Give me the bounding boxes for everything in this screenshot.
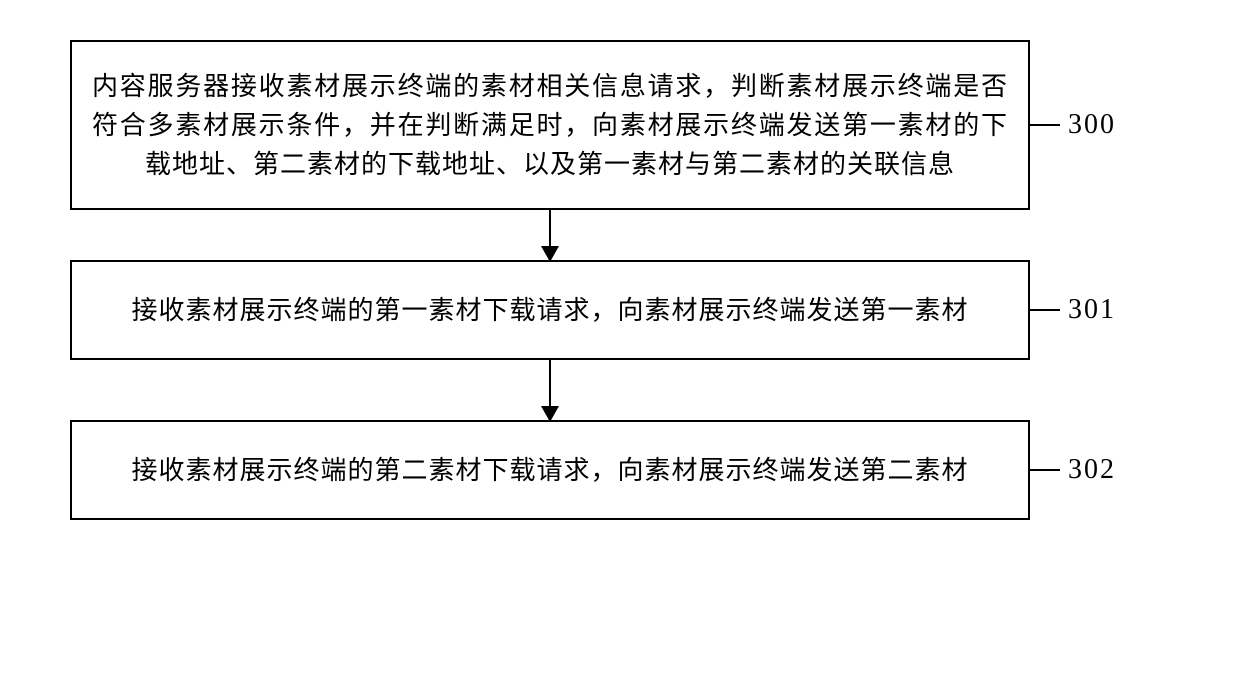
flow-step-text: 内容服务器接收素材展示终端的素材相关信息请求，判断素材展示终端是否符合多素材展示… xyxy=(92,67,1008,184)
step-label-group: 302 xyxy=(1030,454,1116,486)
flow-step-302: 接收素材展示终端的第二素材下载请求，向素材展示终端发送第二素材 xyxy=(70,420,1030,520)
flowchart-container: 内容服务器接收素材展示终端的素材相关信息请求，判断素材展示终端是否符合多素材展示… xyxy=(70,40,1170,520)
step-label-300: 300 xyxy=(1068,109,1116,141)
step-label-302: 302 xyxy=(1068,454,1116,486)
label-tick xyxy=(1030,124,1060,126)
label-tick xyxy=(1030,309,1060,311)
step-label-group: 301 xyxy=(1030,294,1116,326)
step-label-301: 301 xyxy=(1068,294,1116,326)
step-label-group: 300 xyxy=(1030,109,1116,141)
arrow-wrap xyxy=(70,360,1030,420)
flow-arrow xyxy=(549,360,551,420)
flow-step-text: 接收素材展示终端的第一素材下载请求，向素材展示终端发送第一素材 xyxy=(131,291,968,330)
flow-step-301: 接收素材展示终端的第一素材下载请求，向素材展示终端发送第一素材 xyxy=(70,260,1030,360)
flow-step-text: 接收素材展示终端的第二素材下载请求，向素材展示终端发送第二素材 xyxy=(131,451,968,490)
arrow-wrap xyxy=(70,210,1030,260)
flow-step-300: 内容服务器接收素材展示终端的素材相关信息请求，判断素材展示终端是否符合多素材展示… xyxy=(70,40,1030,210)
flow-row: 接收素材展示终端的第二素材下载请求，向素材展示终端发送第二素材 302 xyxy=(70,420,1170,520)
label-tick xyxy=(1030,469,1060,471)
flow-arrow xyxy=(549,210,551,260)
flow-row: 内容服务器接收素材展示终端的素材相关信息请求，判断素材展示终端是否符合多素材展示… xyxy=(70,40,1170,210)
flow-row: 接收素材展示终端的第一素材下载请求，向素材展示终端发送第一素材 301 xyxy=(70,260,1170,360)
